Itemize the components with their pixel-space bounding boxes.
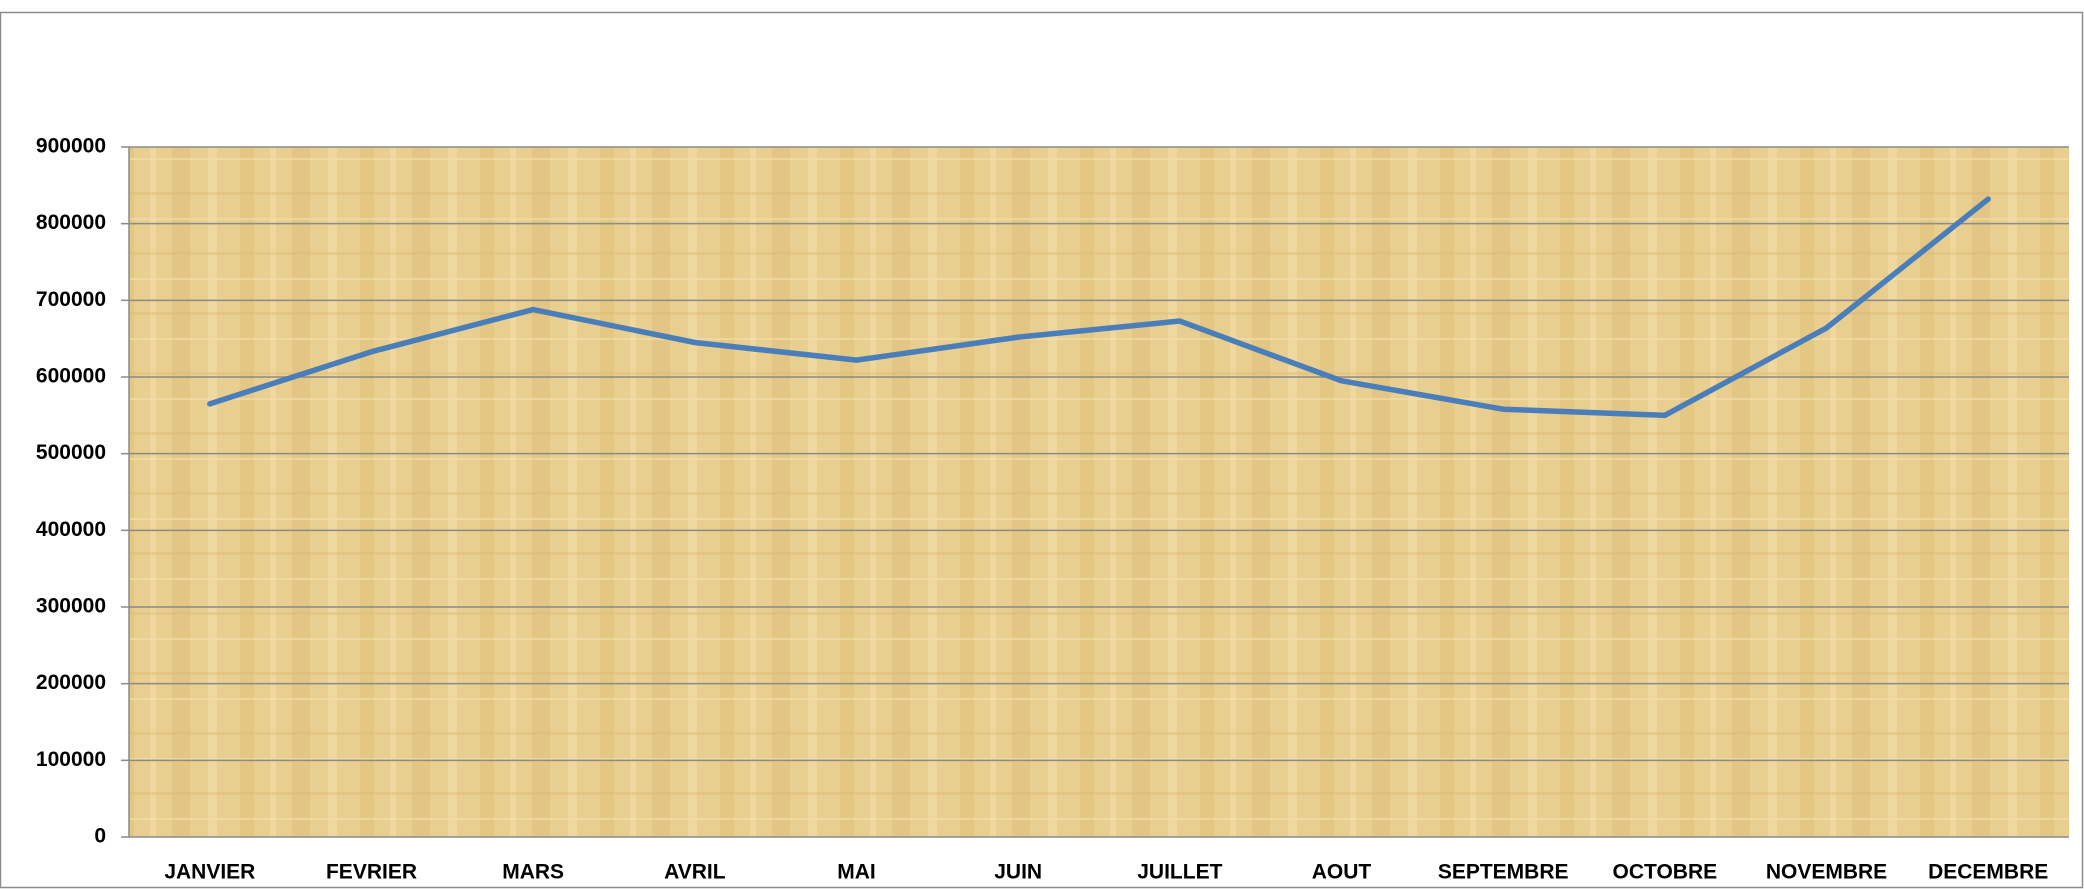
y-tick-label: 100000 <box>36 748 106 771</box>
y-tick-label: 600000 <box>36 365 106 388</box>
x-tick-label: JANVIER <box>164 861 255 884</box>
x-tick-label: AOUT <box>1312 861 1372 884</box>
x-tick-label: DECEMBRE <box>1928 861 2048 884</box>
x-tick-label: OCTOBRE <box>1613 861 1718 884</box>
x-tick-label: AVRIL <box>664 861 726 884</box>
y-tick-label: 900000 <box>36 135 106 158</box>
y-tick-label: 700000 <box>36 288 106 311</box>
x-tick-label: MARS <box>502 861 564 884</box>
y-tick-label: 400000 <box>36 518 106 541</box>
x-tick-label: FEVRIER <box>326 861 417 884</box>
y-tick-label: 300000 <box>36 595 106 618</box>
x-tick-label: NOVEMBRE <box>1766 861 1887 884</box>
x-tick-label: JUILLET <box>1137 861 1222 884</box>
y-tick-label: 200000 <box>36 671 106 694</box>
y-tick-label: 500000 <box>36 441 106 464</box>
x-tick-label: JUIN <box>994 861 1042 884</box>
line-series <box>207 196 1991 419</box>
x-tick-label: SEPTEMBRE <box>1438 861 1569 884</box>
y-tick-label: 0 <box>94 825 106 848</box>
plot-area <box>129 147 2069 837</box>
y-tick-label: 800000 <box>36 211 106 234</box>
x-tick-label: MAI <box>837 861 876 884</box>
